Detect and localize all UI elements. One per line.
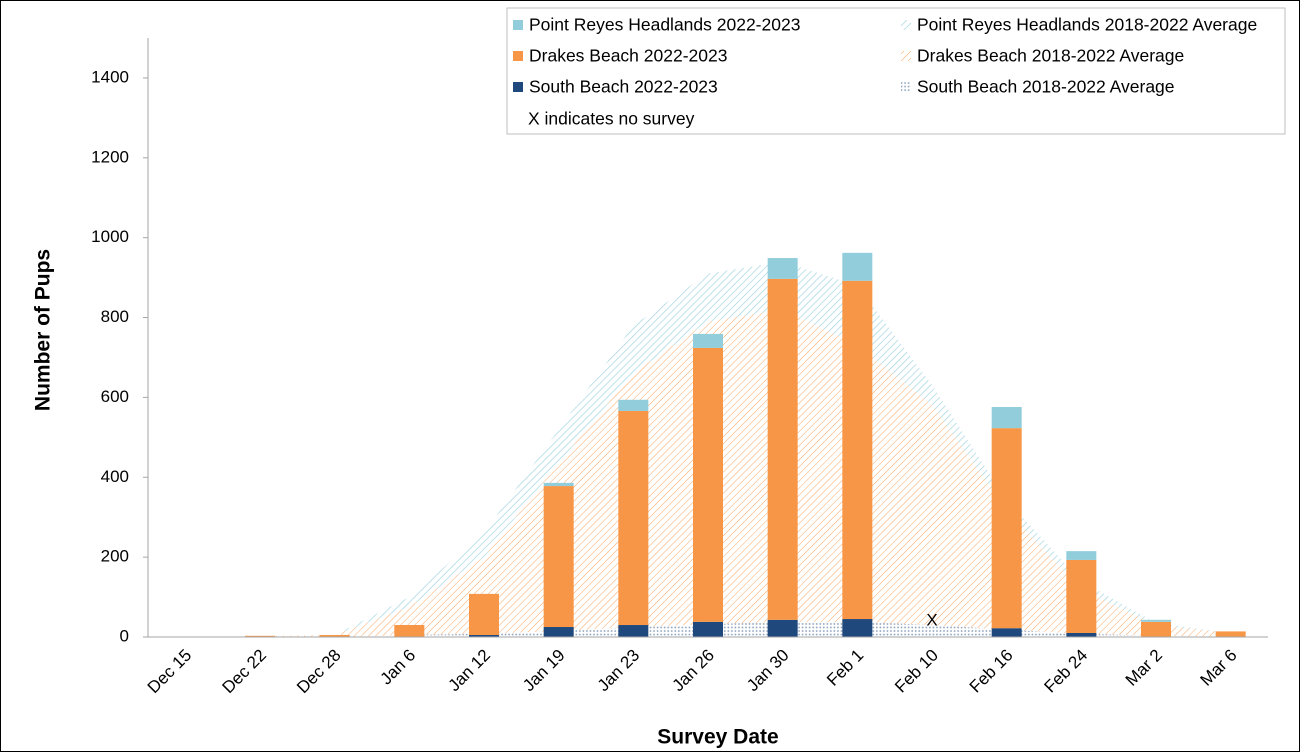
bar — [543, 627, 574, 637]
bar — [1066, 551, 1097, 560]
bar — [618, 410, 649, 626]
legend-swatch — [513, 82, 523, 92]
y-tick-label: 0 — [120, 626, 129, 645]
bar — [1141, 619, 1171, 622]
bar — [767, 278, 798, 620]
legend-label: Point Reyes Headlands 2022-2023 — [529, 15, 800, 35]
y-tick-label: 200 — [101, 547, 129, 566]
bar — [693, 347, 723, 622]
bar — [543, 482, 574, 487]
bar — [394, 625, 425, 637]
legend-swatch — [901, 82, 911, 92]
bar — [1066, 633, 1097, 637]
bar — [693, 621, 723, 637]
bar — [842, 619, 873, 637]
bar — [1215, 631, 1246, 637]
bar — [693, 333, 723, 348]
bar — [767, 258, 798, 279]
y-tick-label: 400 — [101, 467, 129, 486]
bar — [319, 635, 350, 637]
bar — [767, 619, 798, 637]
legend: Point Reyes Headlands 2022-2023 Drakes Be… — [506, 7, 1286, 135]
bar — [469, 635, 499, 637]
legend-label: Point Reyes Headlands 2018-2022 Average — [917, 15, 1257, 35]
bar — [991, 628, 1022, 637]
bar — [842, 280, 873, 620]
bar — [1066, 559, 1097, 634]
y-tick-label: 1200 — [91, 147, 129, 166]
legend-swatch — [513, 51, 523, 61]
bar — [1141, 621, 1171, 637]
legend-label: Drakes Beach 2018-2022 Average — [917, 46, 1184, 66]
legend-label: Drakes Beach 2022-2023 — [529, 46, 727, 66]
bar — [618, 625, 649, 637]
annotation: X — [926, 611, 937, 630]
bars — [245, 252, 1246, 637]
y-tick-label: 800 — [101, 307, 129, 326]
y-tick-label: 600 — [101, 387, 129, 406]
legend-label: South Beach 2022-2023 — [529, 77, 718, 97]
bar — [245, 635, 275, 637]
legend-note: X indicates no survey — [528, 109, 695, 129]
bar — [618, 399, 649, 411]
legend-swatch — [901, 20, 911, 30]
bar — [543, 486, 574, 628]
legend-box — [506, 7, 1286, 135]
legend-swatch — [901, 51, 911, 61]
y-tick-label: 1000 — [91, 227, 129, 246]
bar — [991, 406, 1022, 429]
y-axis-title: Number of Pups — [32, 249, 55, 411]
bar — [469, 593, 499, 636]
y-tick-label: 1400 — [91, 67, 129, 86]
legend-label: South Beach 2018-2022 Average — [917, 77, 1175, 97]
bar — [991, 428, 1022, 629]
legend-swatch — [513, 20, 523, 30]
x-axis-title: Survey Date — [657, 726, 778, 749]
bar — [842, 252, 873, 281]
